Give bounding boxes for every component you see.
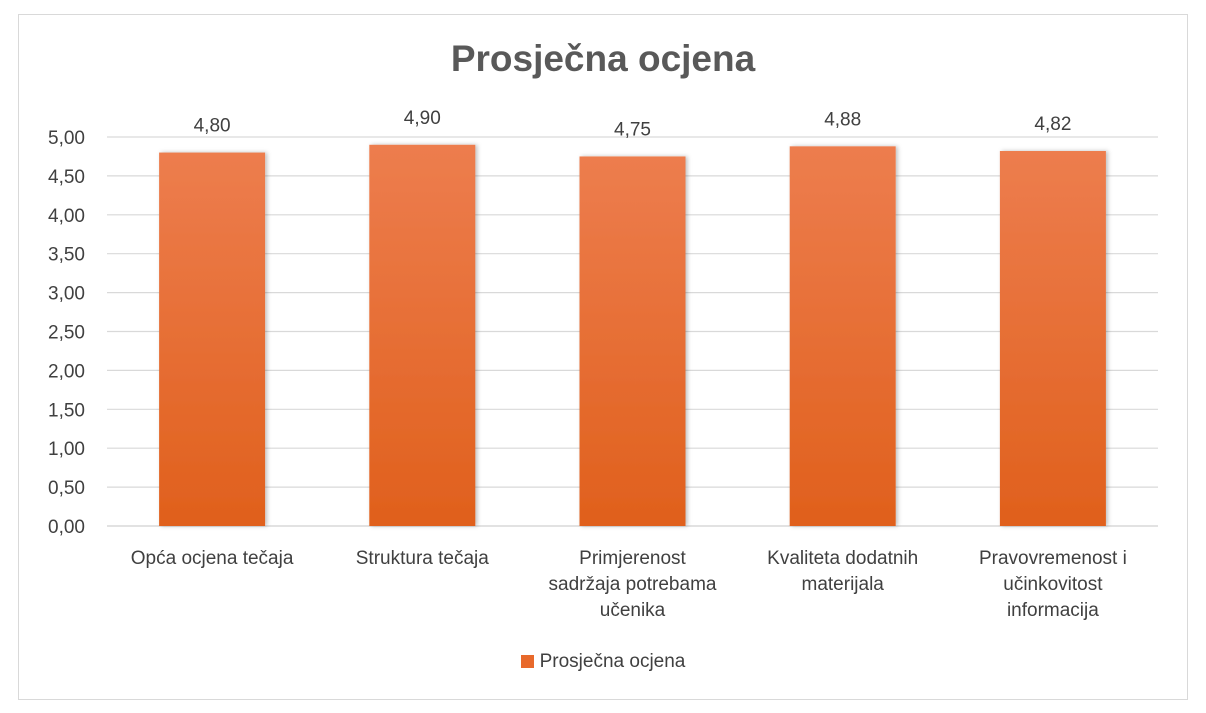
y-tick-label: 1,50 [48,400,85,421]
y-tick-label: 3,50 [48,245,85,266]
category-label: učenika [600,600,666,621]
category-label: učinkovitost [1003,574,1103,595]
y-tick-label: 2,00 [48,361,85,382]
category-label: Primjerenost [579,548,686,569]
bar [789,146,896,526]
category-label: Opća ocjena tečaja [131,548,294,569]
y-tick-label: 2,50 [48,323,85,344]
bar [579,156,686,526]
y-tick-label: 4,00 [48,206,85,227]
category-label: Struktura tečaja [356,548,489,569]
data-label: 4,90 [404,108,441,129]
category-label: Kvaliteta dodatnih [767,548,918,569]
chart-frame [18,14,1188,700]
y-tick-label: 1,00 [48,439,85,460]
bar [999,151,1106,526]
y-tick-label: 3,00 [48,284,85,305]
data-label: 4,82 [1034,114,1071,135]
legend: Prosječna ocjena [0,651,1206,673]
category-label: materijala [802,574,885,595]
category-label: informacija [1007,600,1099,621]
category-label: Pravovremenost i [979,548,1127,569]
data-label: 4,80 [194,116,231,137]
y-tick-label: 0,00 [48,517,85,538]
data-label: 4,88 [824,109,861,130]
data-label: 4,75 [614,119,651,140]
legend-label: Prosječna ocjena [539,651,686,672]
legend-swatch [520,655,534,668]
y-tick-label: 4,50 [48,167,85,188]
chart-title: Prosječna ocjena [450,38,756,79]
bar [369,144,476,526]
category-label: sadržaja potrebama [549,574,717,595]
bar [159,152,266,526]
y-tick-label: 5,00 [48,128,85,149]
y-tick-label: 0,50 [48,478,85,499]
